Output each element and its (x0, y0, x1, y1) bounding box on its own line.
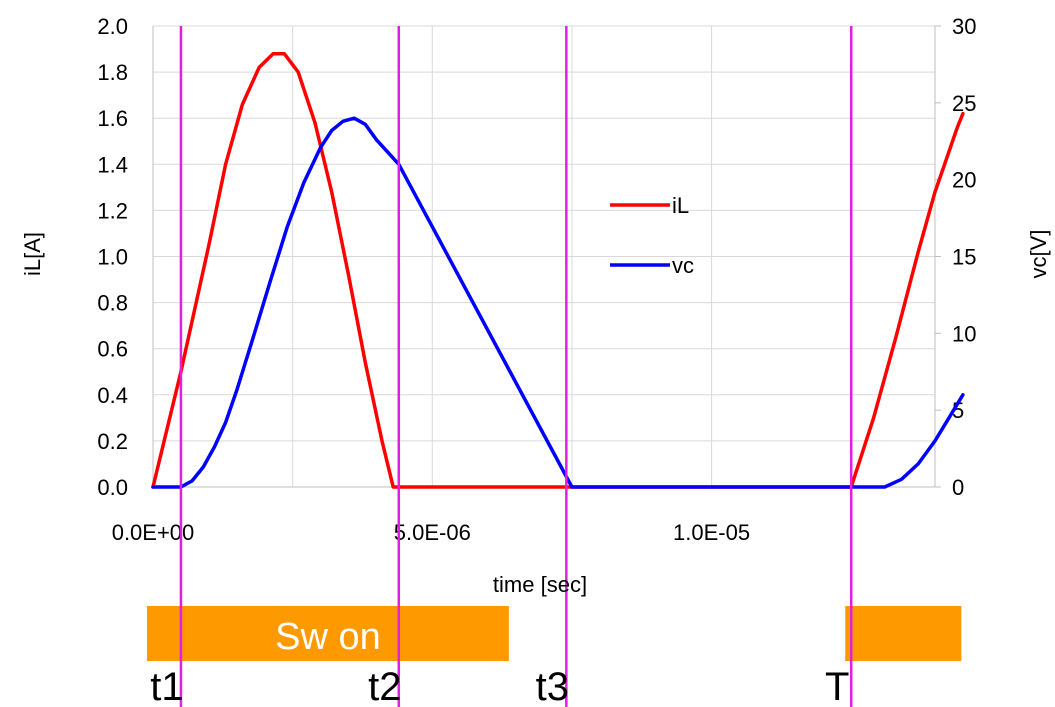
series (151, 51, 965, 489)
y-left-tick-label: 0.4 (97, 383, 128, 408)
y-left-tick-label: 0.8 (97, 291, 128, 316)
switch-bars: Sw on (147, 606, 962, 661)
legend-label-vc: vc (672, 253, 694, 278)
series-line-iL (151, 51, 965, 489)
y-right-tick-label: 10 (952, 321, 976, 346)
time-markers: t1 t2 t3 T (150, 26, 853, 707)
marker-label-t2: t2 (368, 665, 401, 707)
x-tick-label: 5.0E-06 (394, 520, 471, 545)
grid (153, 25, 935, 488)
y-left-tick-label: 1.4 (97, 152, 128, 177)
series-line-vc (151, 116, 965, 489)
switch-on-label: Sw on (275, 616, 381, 658)
legend-label-iL: iL (672, 193, 689, 218)
legend: iL vc (610, 193, 694, 278)
y-right-tick-label: 0 (952, 475, 964, 500)
x-axis-title: time [sec] (493, 572, 587, 597)
y-left-tick-label: 2.0 (97, 14, 128, 39)
y-right-tick-label: 15 (952, 245, 976, 270)
x-tick-label: 1.0E-05 (673, 520, 750, 545)
y-right-tick-label: 30 (952, 14, 976, 39)
marker-label-t3: t3 (536, 665, 569, 707)
y-left-tick-label: 0.2 (97, 429, 128, 454)
y-left-tick-label: 1.2 (97, 198, 128, 223)
y-left-tick-label: 0.0 (97, 475, 128, 500)
y-left-tick-label: 1.6 (97, 106, 128, 131)
switch-on-bar (147, 606, 509, 661)
y-axis-left-title: iL[A] (20, 232, 45, 276)
y-right-tick-label: 25 (952, 91, 976, 116)
marker-label-T: T (825, 665, 849, 707)
y-left-tick-label: 1.0 (97, 245, 128, 270)
marker-label-t1: t1 (150, 665, 183, 707)
y-axis-right-title: vc[V] (1026, 230, 1051, 279)
y-right-tick-label: 20 (952, 168, 976, 193)
switch-on-bar (845, 606, 962, 661)
y-left-tick-label: 0.6 (97, 337, 128, 362)
axes: 0.00.20.40.60.81.01.21.41.61.82.00510152… (97, 14, 976, 545)
y-left-tick-label: 1.8 (97, 60, 128, 85)
